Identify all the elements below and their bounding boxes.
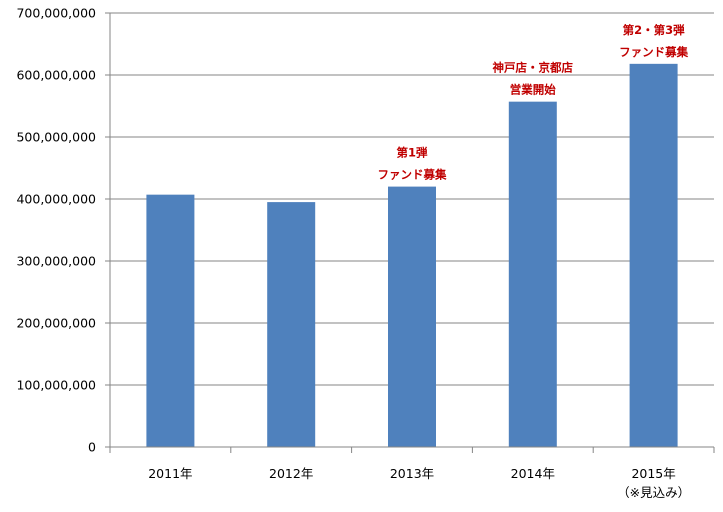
bar-4 (508, 101, 557, 447)
x-axis-tick-labels: 2011年 2012年 2013年 2014年 2015年 （※見込み） (148, 466, 690, 500)
x-tick-label: （※見込み） (617, 485, 690, 500)
y-tick-label: 100,000,000 (16, 378, 96, 393)
annotation-label: 第1弾 (396, 146, 428, 160)
y-tick-label: 300,000,000 (16, 254, 96, 269)
bar-1 (146, 194, 195, 447)
y-tick-label: 200,000,000 (16, 316, 96, 331)
axes (105, 12, 715, 453)
x-tick-label: 2014年 (511, 466, 555, 481)
y-tick-label: 700,000,000 (16, 6, 96, 21)
annotation-label: ファンド募集 (378, 168, 447, 182)
annotation-label: 神戸店・京都店 (493, 61, 574, 75)
bar-2 (267, 202, 316, 447)
annotation-label: ファンド募集 (619, 45, 688, 59)
annotation-label: 営業開始 (510, 83, 556, 97)
x-tick-label: 2011年 (148, 466, 192, 481)
y-tick-label: 600,000,000 (16, 68, 96, 83)
bars (146, 63, 678, 448)
bar-3 (388, 186, 436, 447)
bar-5 (629, 63, 678, 448)
y-tick-label: 500,000,000 (16, 130, 96, 145)
x-tick-label: 2013年 (390, 466, 434, 481)
y-tick-label: 400,000,000 (16, 192, 96, 207)
annotation-label: 第2・第3弾 (623, 23, 686, 37)
x-tick-label: 2015年 (631, 466, 675, 481)
y-axis-tick-labels: 0 100,000,000 200,000,000 300,000,000 400,00… (16, 6, 96, 455)
x-tick-label: 2012年 (269, 466, 313, 481)
y-tick-label: 0 (88, 440, 96, 455)
